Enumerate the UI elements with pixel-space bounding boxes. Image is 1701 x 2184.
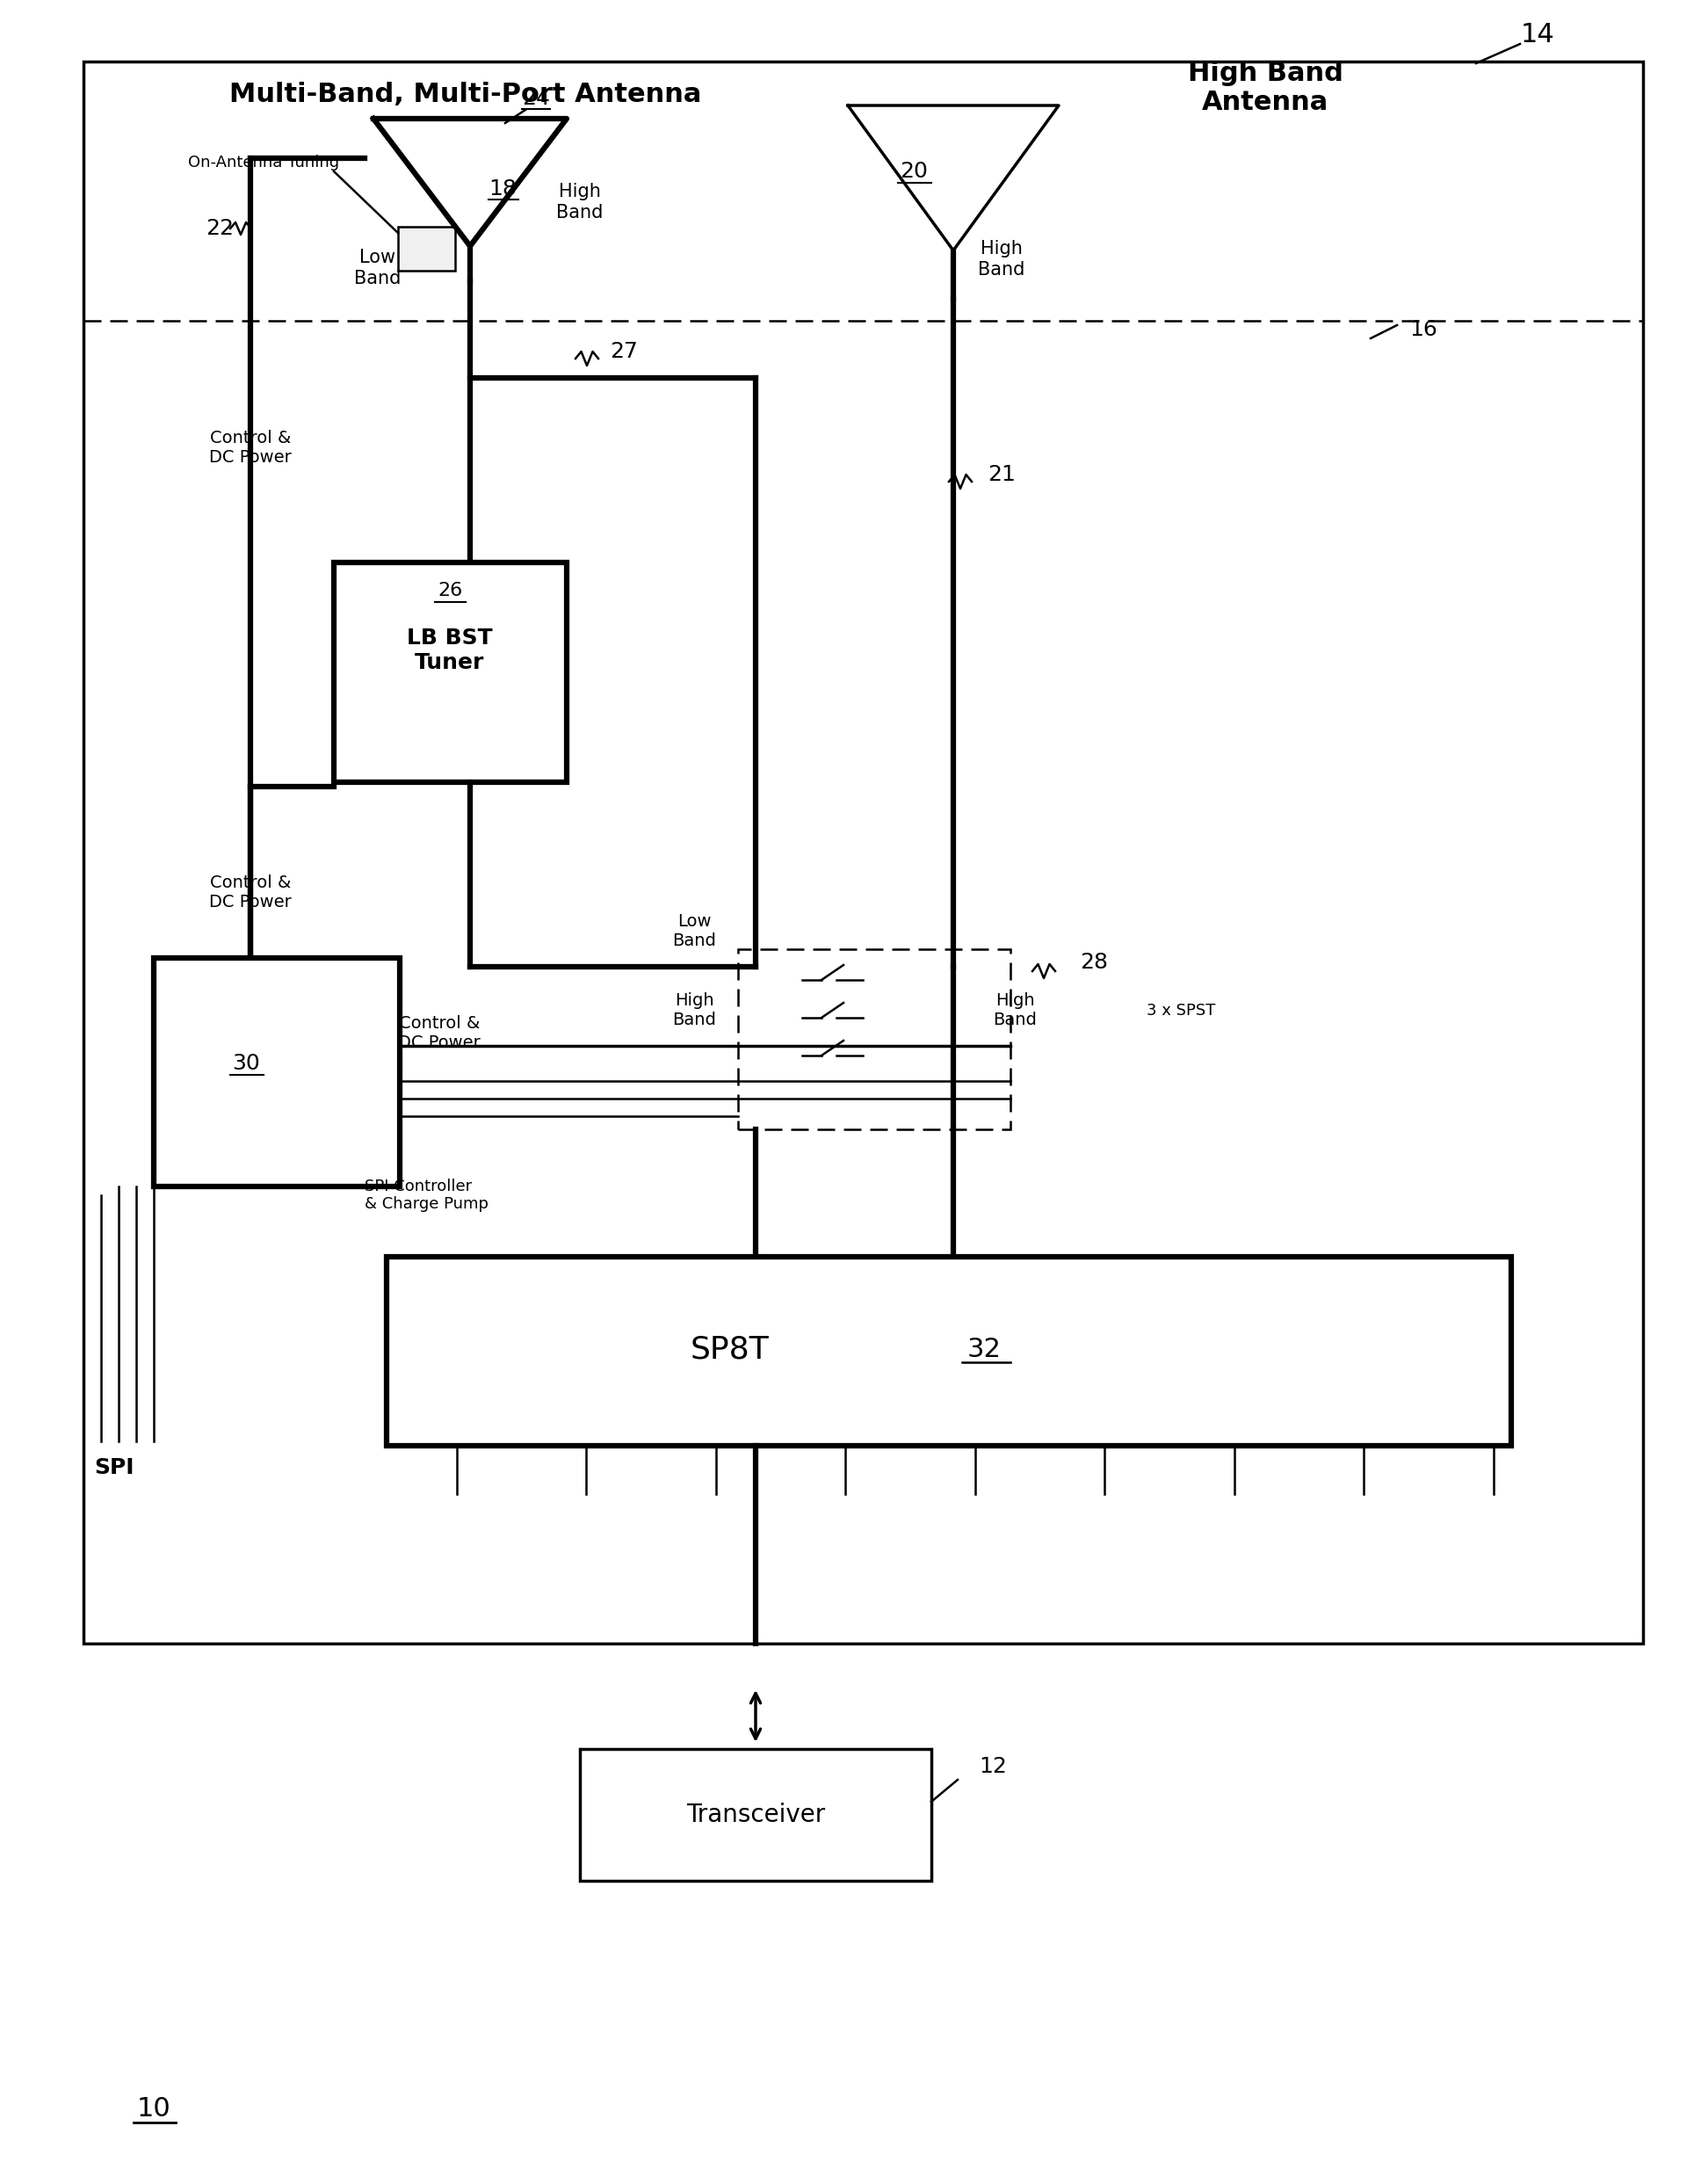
Text: LB BST
Tuner: LB BST Tuner <box>407 627 493 673</box>
Text: 27: 27 <box>611 341 638 363</box>
Text: 10: 10 <box>136 2097 170 2123</box>
Bar <box>150 321 1374 1645</box>
Text: 20: 20 <box>900 162 927 181</box>
Text: SPI: SPI <box>94 1457 134 1479</box>
Text: Control &
DC Power: Control & DC Power <box>398 1016 480 1051</box>
Bar <box>398 227 456 271</box>
Text: Control &
DC Power: Control & DC Power <box>209 430 291 465</box>
Text: Low
Band: Low Band <box>672 913 716 950</box>
Text: High
Band: High Band <box>978 240 1026 277</box>
Text: Multi-Band, Multi-Port Antenna: Multi-Band, Multi-Port Antenna <box>230 83 703 107</box>
Text: High
Band: High Band <box>672 994 716 1029</box>
Text: 26: 26 <box>437 581 463 598</box>
Text: High
Band: High Band <box>993 994 1036 1029</box>
Text: On-Antenna Tuning: On-Antenna Tuning <box>189 155 338 170</box>
Text: Transceiver: Transceiver <box>686 1802 825 1828</box>
Text: 14: 14 <box>1521 22 1555 48</box>
Text: 22: 22 <box>206 218 233 238</box>
Text: High
Band: High Band <box>556 183 604 221</box>
Bar <box>580 1749 932 1880</box>
Bar <box>83 61 1643 1645</box>
Bar <box>386 1256 1510 1446</box>
Text: 3 x SPST: 3 x SPST <box>1146 1002 1216 1018</box>
Text: 16: 16 <box>1410 319 1437 341</box>
Text: 18: 18 <box>488 179 517 199</box>
Bar <box>738 950 1010 1129</box>
Text: Control &
DC Power: Control & DC Power <box>209 874 291 911</box>
Bar <box>153 959 400 1186</box>
Text: 24: 24 <box>522 87 549 109</box>
Text: 28: 28 <box>1080 952 1107 972</box>
Text: 21: 21 <box>988 463 1015 485</box>
Text: 12: 12 <box>978 1756 1007 1778</box>
Text: High Band
Antenna: High Band Antenna <box>1187 61 1342 116</box>
Text: 32: 32 <box>966 1337 1002 1363</box>
Text: Low
Band: Low Band <box>354 249 401 286</box>
Text: 30: 30 <box>231 1053 260 1075</box>
Text: SPI Controller
& Charge Pump: SPI Controller & Charge Pump <box>364 1177 488 1212</box>
Bar <box>333 563 566 782</box>
Text: SP8T: SP8T <box>691 1334 769 1365</box>
